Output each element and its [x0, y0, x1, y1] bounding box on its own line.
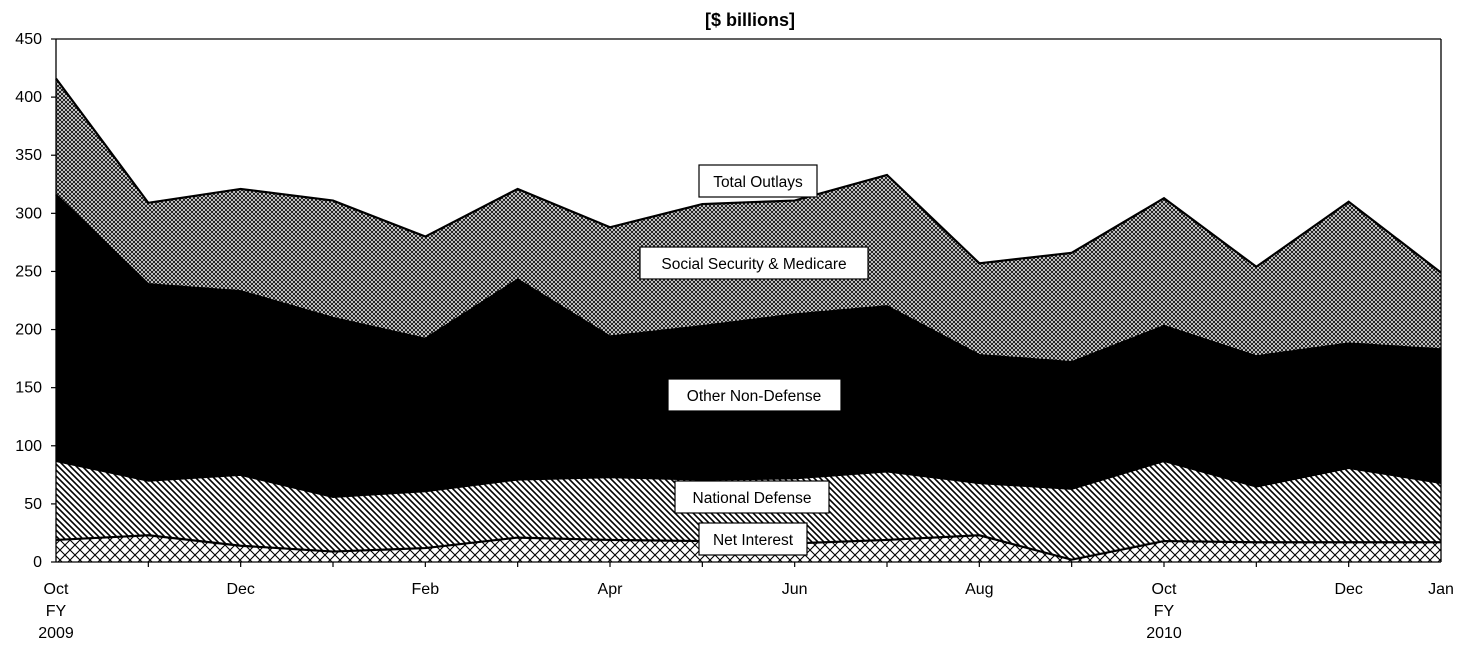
total-outlays-label-text: Total Outlays [713, 174, 803, 191]
chart-title: [$ billions] [705, 10, 795, 30]
y-tick-label: 100 [15, 438, 42, 455]
area-other-non-defense [56, 194, 1441, 497]
y-tick-label: 300 [15, 205, 42, 222]
y-tick-label: 400 [15, 89, 42, 106]
y-tick-label: 250 [15, 263, 42, 280]
y-tick-label: 200 [15, 322, 42, 339]
social-security-medicare-label: Social Security & Medicare [639, 246, 869, 280]
y-tick-label: 150 [15, 380, 42, 397]
area-social-security-and-medicare [56, 78, 1441, 363]
x-axis-ticks: Oct FY 2009 Dec Feb Apr Jun Aug Oct FY 2010 Dec Jan [38, 562, 1454, 642]
y-tick-label: 0 [33, 554, 42, 571]
total-outlays-label: Total Outlays [698, 164, 818, 198]
y-axis-ticks: 0 50 100 150 200 250 300 350 400 450 [15, 31, 56, 571]
y-tick-label: 350 [15, 147, 42, 164]
x-tick-label: Feb [412, 581, 440, 598]
net-interest-label-text: Net Interest [713, 532, 794, 549]
x-tick-label: Dec [226, 581, 254, 598]
x-tick-label: Apr [598, 581, 624, 598]
y-tick-label: 450 [15, 31, 42, 48]
x-tick-label: Oct FY 2009 [38, 581, 74, 642]
other-non-defense-label-text: Other Non-Defense [687, 388, 821, 405]
net-interest-label: Net Interest [698, 522, 808, 556]
y-tick-label: 50 [24, 496, 42, 513]
line-other-non-defense [55, 193, 1442, 364]
national-defense-label: National Defense [674, 480, 830, 514]
x-tick-label: Oct FY 2010 [1146, 581, 1182, 642]
x-tick-label: Jun [782, 581, 808, 598]
line-national-defense [55, 459, 1442, 499]
national-defense-label-text: National Defense [693, 490, 812, 507]
x-tick-label: Dec [1334, 581, 1362, 598]
social-security-medicare-label-text: Social Security & Medicare [661, 256, 846, 273]
other-non-defense-label: Other Non-Defense [667, 378, 842, 412]
x-tick-label: Jan [1428, 581, 1454, 598]
line-social-security-and-medicare [55, 77, 1442, 274]
x-tick-label: Aug [965, 581, 993, 598]
